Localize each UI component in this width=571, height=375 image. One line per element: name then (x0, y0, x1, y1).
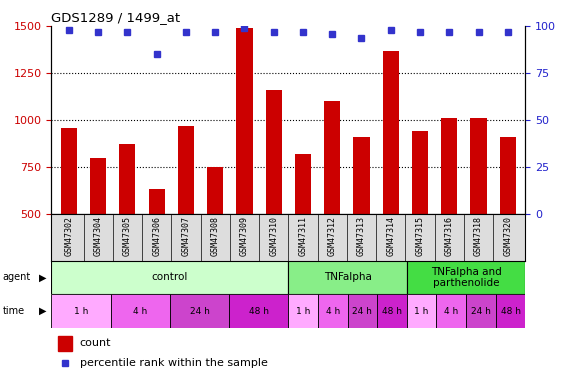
Bar (90, 158, 106, 214)
Text: GSM47310: GSM47310 (270, 216, 278, 256)
Bar (496, 294, 525, 328)
Bar (236, 28, 252, 214)
Text: 4 h: 4 h (133, 307, 147, 316)
Text: GSM47312: GSM47312 (328, 216, 337, 256)
Text: GSM47314: GSM47314 (386, 216, 395, 256)
Bar (471, 118, 486, 214)
Bar (266, 90, 282, 214)
Text: GSM47306: GSM47306 (152, 216, 161, 256)
Bar (119, 144, 135, 214)
Bar (407, 294, 436, 328)
Text: 1 h: 1 h (296, 307, 311, 316)
Text: percentile rank within the sample: percentile rank within the sample (80, 358, 268, 368)
Bar (383, 51, 399, 214)
Bar (377, 294, 407, 328)
Bar (318, 294, 348, 328)
Text: ▶: ▶ (39, 273, 46, 282)
Text: GSM47302: GSM47302 (65, 216, 74, 256)
Bar (500, 137, 516, 214)
Bar (412, 131, 428, 214)
Bar (207, 167, 223, 214)
Bar (148, 189, 165, 214)
Text: 1 h: 1 h (415, 307, 429, 316)
Text: TNFalpha: TNFalpha (324, 273, 372, 282)
Bar (111, 294, 170, 328)
Bar (58, 336, 72, 351)
Bar (51, 294, 111, 328)
Text: 24 h: 24 h (352, 307, 372, 316)
Bar (61, 128, 77, 214)
Text: GSM47305: GSM47305 (123, 216, 132, 256)
Text: 24 h: 24 h (190, 307, 210, 316)
Text: 1 h: 1 h (74, 307, 88, 316)
Text: GSM47308: GSM47308 (211, 216, 220, 256)
Bar (288, 294, 318, 328)
Bar (51, 261, 288, 294)
Bar (170, 294, 229, 328)
Text: time: time (3, 306, 25, 316)
Text: GSM47304: GSM47304 (94, 216, 103, 256)
Text: GSM47316: GSM47316 (445, 216, 454, 256)
Bar (288, 261, 407, 294)
Bar (466, 294, 496, 328)
Text: agent: agent (3, 273, 31, 282)
Bar (407, 261, 525, 294)
Text: 48 h: 48 h (501, 307, 521, 316)
Text: GSM47311: GSM47311 (299, 216, 307, 256)
Bar (436, 294, 466, 328)
Text: GSM47315: GSM47315 (416, 216, 424, 256)
Text: 24 h: 24 h (471, 307, 491, 316)
Bar (295, 154, 311, 214)
Bar (178, 126, 194, 214)
Bar (441, 118, 457, 214)
Text: count: count (80, 339, 111, 348)
Text: 48 h: 48 h (249, 307, 269, 316)
Text: TNFalpha and
parthenolide: TNFalpha and parthenolide (431, 267, 501, 288)
Text: GSM47318: GSM47318 (474, 216, 483, 256)
Bar (353, 137, 369, 214)
Text: 4 h: 4 h (444, 307, 459, 316)
Text: 48 h: 48 h (382, 307, 402, 316)
Text: 4 h: 4 h (325, 307, 340, 316)
Bar (348, 294, 377, 328)
Bar (324, 101, 340, 214)
Text: GSM47309: GSM47309 (240, 216, 249, 256)
Bar (229, 294, 288, 328)
Text: GSM47320: GSM47320 (503, 216, 512, 256)
Text: control: control (152, 273, 188, 282)
Text: GSM47313: GSM47313 (357, 216, 366, 256)
Text: GDS1289 / 1499_at: GDS1289 / 1499_at (51, 11, 180, 24)
Text: ▶: ▶ (39, 306, 46, 316)
Text: GSM47307: GSM47307 (182, 216, 191, 256)
